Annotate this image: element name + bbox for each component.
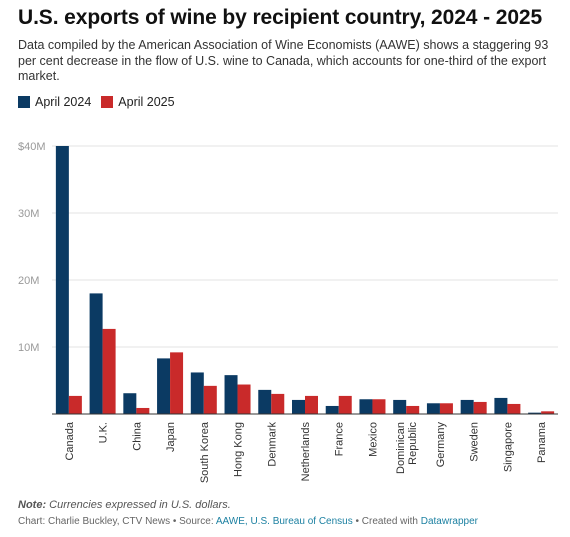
legend: April 2024 April 2025	[18, 94, 185, 110]
x-tick-label: Netherlands	[300, 422, 312, 482]
bar	[439, 403, 453, 414]
x-tick-label: Hong Kong	[233, 422, 245, 477]
legend-item-april-2024: April 2024	[18, 95, 91, 109]
x-tick-label: DominicanRepublic	[395, 422, 419, 474]
y-tick-label: 10M	[18, 342, 39, 354]
x-tick-label: Japan	[165, 422, 177, 452]
bar	[359, 399, 373, 414]
legend-item-april-2025: April 2025	[101, 95, 175, 109]
x-tick-label: South Korea	[199, 421, 211, 483]
chart-credit: Chart: Charlie Buckley, CTV News • Sourc…	[18, 516, 478, 527]
credit-tool-link[interactable]: Datawrapper	[420, 516, 478, 527]
legend-label-april-2025: April 2025	[118, 95, 175, 109]
bar	[102, 328, 116, 414]
bar	[426, 403, 440, 414]
credit-prefix: Chart: Charlie Buckley, CTV News • Sourc…	[18, 516, 216, 527]
bar	[338, 395, 352, 414]
x-tick-label: Panama	[536, 421, 548, 463]
x-tick-label: Canada	[64, 421, 76, 460]
x-tick-label: Germany	[435, 422, 447, 468]
x-tick-label: Singapore	[502, 422, 514, 472]
y-tick-label: 30M	[18, 208, 39, 220]
bar	[325, 405, 339, 414]
bar	[473, 401, 487, 414]
chart-title: U.S. exports of wine by recipient countr…	[18, 6, 543, 29]
legend-label-april-2024: April 2024	[35, 95, 92, 109]
bar	[528, 412, 542, 414]
x-tick-label: China	[131, 421, 143, 451]
x-tick-label: Sweden	[469, 422, 481, 462]
chart-subtitle: Data compiled by the American Associatio…	[18, 38, 549, 83]
credit-mid: • Created with	[352, 516, 421, 527]
bar	[541, 411, 555, 414]
bar	[406, 405, 420, 414]
x-tick-label: Denmark	[266, 422, 278, 467]
bar	[271, 393, 285, 414]
bar	[224, 375, 238, 414]
bar	[507, 403, 521, 414]
x-tick-label: France	[334, 422, 346, 456]
note-label: Note:	[18, 499, 47, 511]
bar	[494, 397, 508, 414]
bar	[203, 385, 217, 414]
x-tick-label: U.K.	[98, 422, 110, 443]
bar	[305, 395, 318, 414]
bar	[460, 399, 474, 414]
bar	[157, 358, 171, 414]
y-tick-label: 20M	[18, 275, 39, 287]
note-text: Currencies expressed in U.S. dollars.	[49, 499, 231, 511]
bar	[68, 395, 82, 414]
chart-note: Note: Currencies expressed in U.S. dolla…	[18, 499, 231, 511]
bar	[136, 407, 150, 414]
bar	[372, 399, 386, 414]
bar	[258, 389, 272, 414]
bar	[170, 352, 184, 414]
bar	[89, 293, 103, 414]
legend-swatch-april-2025	[101, 96, 114, 108]
bar	[123, 393, 137, 414]
bar	[190, 372, 204, 414]
credit-source-link[interactable]: AAWE, U.S. Bureau of Census	[215, 516, 353, 527]
bar	[393, 399, 407, 414]
x-tick-label: Mexico	[367, 422, 379, 457]
y-tick-label: $40M	[18, 141, 46, 153]
bar	[292, 399, 305, 414]
bar	[237, 384, 251, 414]
legend-swatch-april-2024	[18, 96, 30, 108]
bar	[55, 146, 69, 414]
